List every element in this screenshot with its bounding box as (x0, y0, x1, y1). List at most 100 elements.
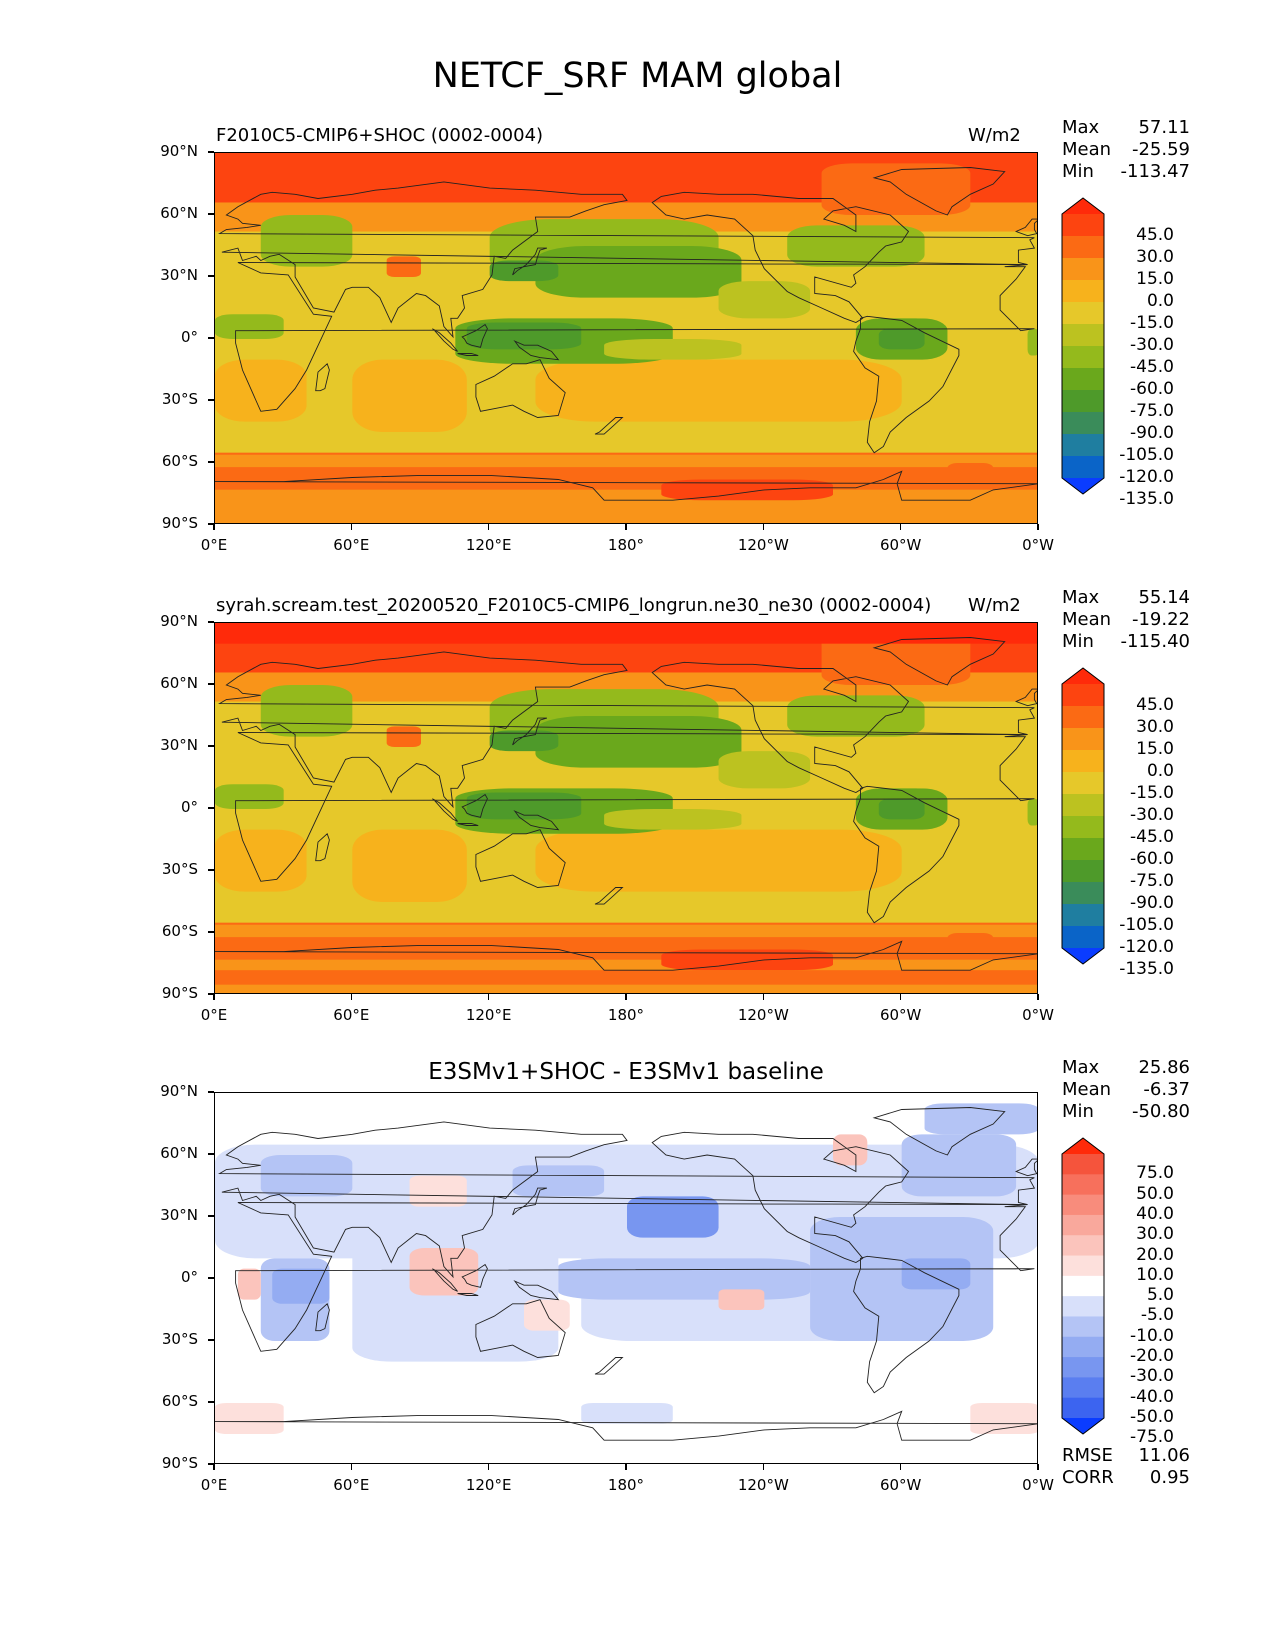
contour-region (352, 1237, 559, 1362)
contour-region (466, 792, 582, 820)
contour-region (489, 260, 559, 282)
contour-region (215, 359, 307, 422)
min-value: -113.47 (1120, 161, 1190, 182)
contour-region (970, 1403, 1037, 1434)
colorbar-label: -10.0 (1130, 1325, 1174, 1346)
stats-box: Max 55.14 Mean -19.22 Min -115.40 (1062, 587, 1190, 653)
colorbar-segment (1062, 214, 1104, 237)
colorbar-segment (1062, 1275, 1104, 1297)
map-plot-area (214, 1092, 1038, 1464)
x-tick-mark (762, 524, 765, 530)
x-tick-mark (625, 524, 627, 530)
colorbar-segment (1062, 346, 1104, 369)
max-value: 57.11 (1138, 117, 1190, 138)
y-tick-label: 30°S (161, 390, 198, 408)
map-plot-area (214, 152, 1038, 524)
colorbar-label: -120.0 (1119, 937, 1174, 957)
x-tick-label: 180° (607, 1476, 645, 1494)
x-tick-label: 0°W (1022, 1006, 1054, 1024)
colorbar-segment (1062, 280, 1104, 303)
colorbar-label: 0.0 (1146, 291, 1174, 311)
x-tick-label: 60°W (879, 1006, 922, 1024)
contour-region (924, 1103, 1037, 1135)
y-tick-label: 30°S (161, 1330, 198, 1348)
contour-region (215, 314, 284, 339)
contour-region (661, 479, 833, 501)
y-tick-mark (208, 399, 214, 401)
contour-region (901, 747, 971, 789)
min-value: -50.80 (1131, 1101, 1190, 1122)
colorbar-segment (1062, 434, 1104, 457)
x-tick-label: 60°E (333, 536, 370, 554)
contour-region (535, 246, 742, 298)
colorbar-segment (1062, 904, 1104, 927)
y-tick-mark (208, 461, 214, 463)
y-tick-label: 0° (180, 1268, 198, 1286)
x-tick-mark (1037, 1464, 1039, 1470)
x-tick-label: 0°W (1022, 536, 1054, 554)
contour-region (604, 809, 742, 830)
contour-region (535, 359, 902, 422)
x-tick-mark (350, 1464, 353, 1470)
y-tick-mark (208, 1339, 214, 1341)
mean-label: Mean (1062, 1079, 1112, 1100)
contour-region (821, 163, 971, 215)
colorbar-segment (1062, 1336, 1104, 1358)
contour-region (878, 798, 925, 820)
contour-region (409, 1175, 467, 1207)
contour-region (466, 322, 582, 350)
colorbar: 75.0 50.0 40.0 30.0 20.0 10.0 5.0 -5.0 -10.0 -20.… (1060, 1136, 1174, 1447)
colorbar-label: -20.0 (1130, 1346, 1174, 1367)
y-tick-mark (208, 1215, 214, 1217)
colorbar-label: 30.0 (1136, 1224, 1174, 1245)
corr-label: CORR (1062, 1467, 1114, 1488)
y-tick-mark (208, 931, 214, 933)
colorbar-label: -135.0 (1119, 489, 1174, 509)
contour-region (524, 1299, 570, 1331)
contour-region (215, 829, 307, 892)
x-tick-mark (213, 524, 215, 530)
colorbar-label: -75.0 (1130, 401, 1174, 421)
contour-region (661, 949, 833, 971)
y-tick-mark (208, 337, 214, 339)
colorbar-label: -60.0 (1130, 379, 1174, 399)
colorbar-segment (1062, 412, 1104, 435)
y-tick-label: 90°S (161, 514, 198, 532)
colorbar-extend-bottom (1062, 1418, 1104, 1434)
contour-region (489, 730, 559, 752)
x-tick-label: 120°W (737, 1006, 789, 1024)
colorbar-label: -120.0 (1119, 467, 1174, 487)
contour-region (901, 1134, 1017, 1197)
y-tick-mark (208, 993, 214, 995)
colorbar-label: 45.0 (1136, 695, 1174, 715)
y-tick-label: 60°N (160, 674, 198, 692)
colorbar-segment (1062, 1154, 1104, 1175)
units-label: W/m2 (968, 125, 1021, 146)
y-tick-mark (208, 1091, 214, 1093)
min-label: Min (1062, 161, 1094, 182)
colorbar-outline (1061, 197, 1105, 495)
colorbar-label: -15.0 (1130, 313, 1174, 333)
y-tick-mark (208, 523, 214, 525)
colorbar-svg (1061, 1137, 1105, 1435)
colorbar-outline (1061, 667, 1105, 965)
contour-region (352, 359, 467, 432)
max-label: Max (1062, 587, 1100, 608)
colorbar-label: -60.0 (1130, 849, 1174, 869)
x-tick-label: 120°E (465, 1006, 512, 1024)
panel-title: E3SMv1+SHOC - E3SMv1 baseline (428, 1059, 824, 1085)
x-tick-mark (625, 994, 627, 1000)
stats-box: Max 25.86 Mean -6.37 Min -50.80 (1062, 1057, 1190, 1123)
colorbar-segment (1062, 236, 1104, 259)
colorbar-label: 15.0 (1136, 739, 1174, 759)
x-tick-mark (899, 524, 902, 530)
colorbar-label: 15.0 (1136, 269, 1174, 289)
colorbar-label: 30.0 (1136, 717, 1174, 737)
colorbar-segment (1062, 1235, 1104, 1257)
x-tick-mark (213, 994, 215, 1000)
contour-region (581, 1403, 673, 1424)
x-tick-mark (762, 1464, 765, 1470)
min-label: Min (1062, 631, 1094, 652)
colorbar-segment (1062, 390, 1104, 413)
colorbar-label: 20.0 (1136, 1244, 1174, 1265)
